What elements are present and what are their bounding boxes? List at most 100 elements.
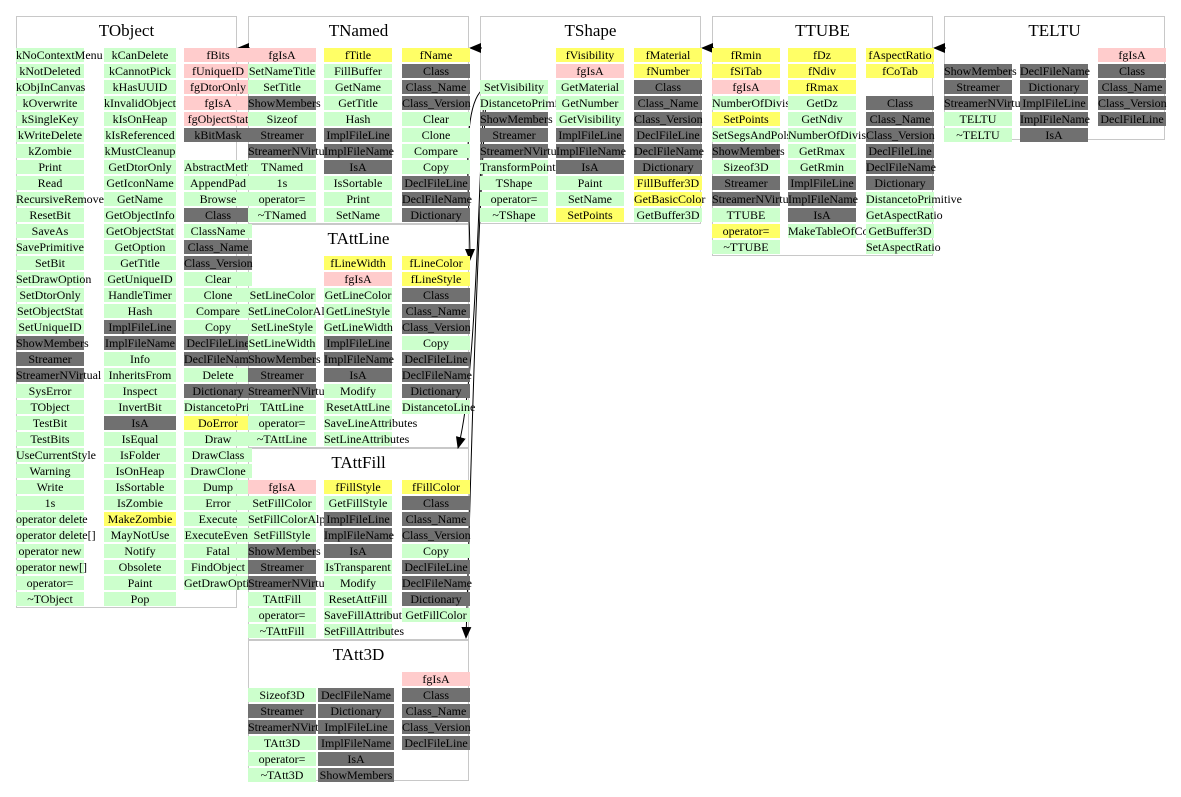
member-tobject-copy: Copy <box>184 320 252 334</box>
member-tattline-class-version: Class_Version <box>402 320 471 334</box>
member-tobject-kbitmask: kBitMask <box>184 128 252 142</box>
member-tobject-kmustcleanup: kMustCleanup <box>104 144 176 158</box>
member-tattline-tattline: TAttLine <box>248 400 316 414</box>
member-tshape-distancetoprimitive: DistancetoPrimitive <box>480 96 576 110</box>
member-tattfill-tattfill: TAttFill <box>248 592 316 606</box>
member-tshape-class-name: Class_Name <box>634 96 702 110</box>
member-tshape-fvisibility: fVisibility <box>556 48 624 62</box>
member-teltu-implfilename: ImplFileName <box>1020 112 1090 126</box>
member-tatt3d-isa: IsA <box>318 752 394 766</box>
member-tatt3d-declfilename: DeclFileName <box>318 688 394 702</box>
member-tobject-setdrawoption: SetDrawOption <box>16 272 92 286</box>
member-tobject-kisreferenced: kIsReferenced <box>104 128 176 142</box>
member-tobject-fgisa: fgIsA <box>184 96 252 110</box>
member-tshape-tshape: TShape <box>480 176 548 190</box>
member-tnamed-setname: SetName <box>324 208 392 222</box>
member-tobject-fgdtoronly: fgDtorOnly <box>184 80 252 94</box>
member-ttube--ttube: ~TTUBE <box>712 240 780 254</box>
member-tshape-implfileline: ImplFileLine <box>556 128 624 142</box>
member-tshape-implfilename: ImplFileName <box>556 144 626 158</box>
member-tobject-setuniqueid: SetUniqueID <box>16 320 84 334</box>
member-tattline-flinestyle: fLineStyle <box>402 272 470 286</box>
member-ttube-frmin: fRmin <box>712 48 780 62</box>
member-tshape-setname: SetName <box>556 192 624 206</box>
member-tobject-dictionary: Dictionary <box>184 384 252 398</box>
member-ttube-frmax: fRmax <box>788 80 856 94</box>
member-tshape-setvisibility: SetVisibility <box>480 80 548 94</box>
member-ttube-sizeof3d: Sizeof3D <box>712 160 780 174</box>
member-tobject-knotdeleted: kNotDeleted <box>16 64 84 78</box>
member-tattline-implfilename: ImplFileName <box>324 352 394 366</box>
member-tnamed-ftitle: fTitle <box>324 48 392 62</box>
member-tshape-fmaterial: fMaterial <box>634 48 702 62</box>
member-ttube-showmembers: ShowMembers <box>712 144 785 158</box>
member-tobject-funiqueid: fUniqueID <box>184 64 252 78</box>
member-tobject-abstractmethod: AbstractMethod <box>184 160 262 174</box>
member-tatt3d-implfileline: ImplFileLine <box>318 720 394 734</box>
member-tshape-dictionary: Dictionary <box>634 160 702 174</box>
member-tatt3d-tatt3d: TAtt3D <box>248 736 316 750</box>
member-tatt3d-operator-: operator= <box>248 752 316 766</box>
class-title-tshape: TShape <box>564 21 617 40</box>
member-tobject-compare: Compare <box>184 304 252 318</box>
member-tshape-getnumber: GetNumber <box>556 96 624 110</box>
member-tobject-inheritsfrom: InheritsFrom <box>104 368 176 382</box>
member-ttube-class-name: Class_Name <box>866 112 934 126</box>
member-tobject-saveas: SaveAs <box>16 224 84 238</box>
member-tatt3d-fgisa: fgIsA <box>402 672 470 686</box>
member-tobject-read: Read <box>16 176 84 190</box>
member-tobject-declfilename: DeclFileName <box>184 352 254 366</box>
member-tobject-hash: Hash <box>104 304 176 318</box>
member-tattline-flinecolor: fLineColor <box>402 256 470 270</box>
member-tattline-getlinestyle: GetLineStyle <box>324 304 392 318</box>
member-tshape-streamer: Streamer <box>480 128 548 142</box>
member-ttube-getbuffer3d: GetBuffer3D <box>866 224 934 238</box>
member-ttube-numberofdivisions: NumberOfDivisions <box>712 96 810 110</box>
member-tattline--tattline: ~TAttLine <box>248 432 316 446</box>
member-ttube-class-version: Class_Version <box>866 128 935 142</box>
member-tattfill-class-name: Class_Name <box>402 512 470 526</box>
class-title-tobject: TObject <box>98 21 155 40</box>
member-tobject-showmembers: ShowMembers <box>16 336 89 350</box>
member-tobject-isonheap: IsOnHeap <box>104 464 176 478</box>
member-teltu--teltu: ~TELTU <box>944 128 1012 142</box>
member-tatt3d-sizeof3d: Sizeof3D <box>248 688 316 702</box>
member-tshape-streamernvirtual: StreamerNVirtual <box>480 144 566 158</box>
member-tobject-kwritedelete: kWriteDelete <box>16 128 84 142</box>
member-tattfill-getfillcolor: GetFillColor <box>402 608 470 622</box>
member-tshape-isa: IsA <box>556 160 624 174</box>
member-tattfill-ffillcolor: fFillColor <box>402 480 470 494</box>
member-tobject-warning: Warning <box>16 464 84 478</box>
member-tobject-isequal: IsEqual <box>104 432 176 446</box>
member-tattline-class-name: Class_Name <box>402 304 470 318</box>
member-tnamed--tnamed: ~TNamed <box>248 208 316 222</box>
member-tshape-fnumber: fNumber <box>634 64 702 78</box>
member-tnamed-isa: IsA <box>324 160 392 174</box>
member-tnamed-print: Print <box>324 192 392 206</box>
member-ttube-class: Class <box>866 96 934 110</box>
member-ttube-declfilename: DeclFileName <box>866 160 936 174</box>
member-tobject-clear: Clear <box>184 272 252 286</box>
member-tobject-kcannotpick: kCannotPick <box>104 64 176 78</box>
member-tnamed-clone: Clone <box>402 128 470 142</box>
member-tnamed-issortable: IsSortable <box>324 176 392 190</box>
member-tobject-findobject: FindObject <box>184 560 252 574</box>
member-tattfill-setfillstyle: SetFillStyle <box>248 528 316 542</box>
member-tattline-isa: IsA <box>324 368 392 382</box>
member-tattfill-operator-: operator= <box>248 608 316 622</box>
member-tobject-kobjincanvas: kObjInCanvas <box>16 80 86 94</box>
member-ttube-getrmax: GetRmax <box>788 144 856 158</box>
member-tattline-flinewidth: fLineWidth <box>324 256 392 270</box>
member-tobject-khasuuid: kHasUUID <box>104 80 176 94</box>
member-tobject-class: Class <box>184 208 252 222</box>
class-title-tnamed: TNamed <box>328 21 389 40</box>
member-tshape-declfilename: DeclFileName <box>634 144 704 158</box>
member-tattline-setlinecolor: SetLineColor <box>248 288 316 302</box>
member-tobject-streamer: Streamer <box>16 352 84 366</box>
member-tattfill-implfileline: ImplFileLine <box>324 512 392 526</box>
member-tobject-drawclone: DrawClone <box>184 464 252 478</box>
member-tshape-transformpoints: TransformPoints <box>480 160 561 174</box>
member-tobject-saveprimitive: SavePrimitive <box>16 240 84 254</box>
member-tobject-clone: Clone <box>184 288 252 302</box>
member-tobject-setobjectstat: SetObjectStat <box>16 304 84 318</box>
